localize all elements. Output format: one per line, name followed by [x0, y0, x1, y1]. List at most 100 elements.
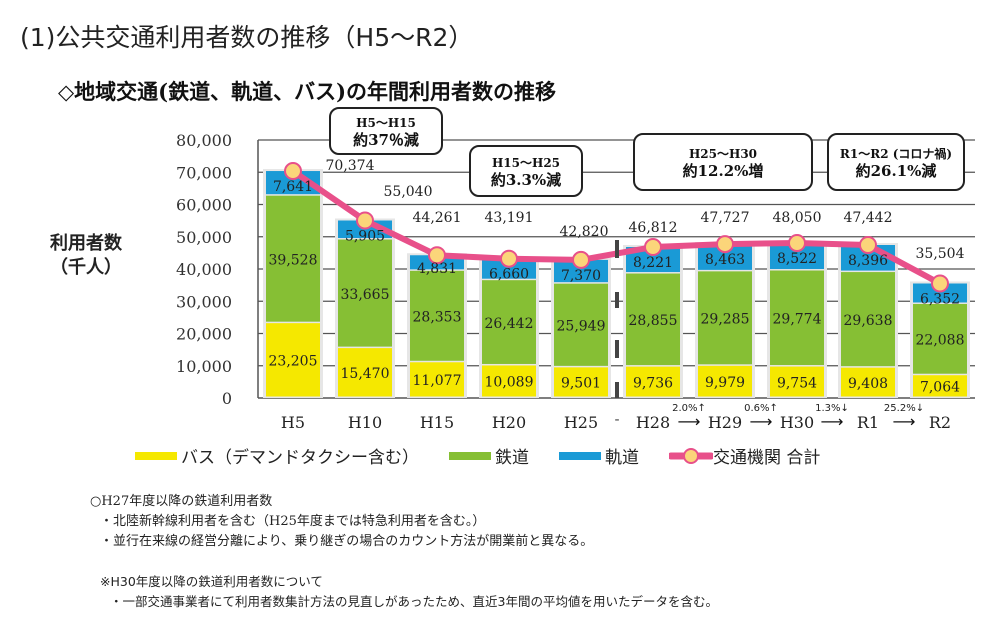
total-marker	[644, 238, 662, 257]
y-tick-label: 50,000	[176, 228, 232, 247]
data-label-bus: 15,470	[341, 366, 390, 382]
x-tick-label: H5	[281, 413, 305, 432]
data-label-tram: 6,660	[489, 267, 529, 283]
legend-swatch-tram	[559, 451, 601, 460]
y-tick-label: 60,000	[176, 196, 232, 215]
data-label-bus: 9,754	[777, 375, 817, 391]
legend: バス（デマンドタクシー含む） 鉄道 軌道 交通機関 合計	[135, 443, 850, 468]
x-tick-label: H30	[780, 413, 814, 432]
annotation-period: H15～H25	[492, 156, 560, 170]
chart-svg: 0 10,000 20,000 30,000 40,000 50,000 60,000 70,…	[176, 107, 975, 432]
notes-title-2: ※H30年度以降の鉄道利用者数について	[100, 574, 323, 589]
bar-segment-bus	[266, 323, 320, 397]
data-label-bus: 7,064	[920, 380, 960, 396]
legend-label-tram: 軌道	[605, 448, 639, 468]
x-tick-label: H28	[636, 413, 670, 432]
x-tick-label: R1	[857, 413, 879, 432]
data-label-tram: 8,522	[777, 251, 817, 267]
data-label-tram: 8,221	[633, 255, 673, 271]
x-tick-label: H15	[420, 413, 454, 432]
annotation-box	[633, 133, 813, 191]
legend-item-rail: 鉄道	[449, 443, 529, 468]
data-label-rail: 33,665	[341, 287, 390, 303]
bar-segment-tram	[482, 258, 536, 279]
data-label-rail: 26,442	[485, 316, 534, 332]
page-heading: (1)公共交通利用者数の推移（H5～R2）	[20, 23, 474, 52]
bar-segment-bus	[626, 366, 680, 397]
data-label-rail: 29,285	[701, 312, 750, 328]
annotation-box	[469, 145, 583, 197]
annotation-period: R1～R2 (コロナ禍)	[840, 146, 952, 161]
annotation-change: 約3.3%減	[491, 171, 561, 189]
transition-arrow-icon: ⟶	[821, 412, 844, 431]
data-label-rail: 28,353	[413, 310, 462, 326]
bar-segment-bus	[841, 367, 895, 397]
y-tick-label: 20,000	[176, 325, 232, 344]
transition-arrow-icon: ⟶	[893, 412, 916, 431]
x-tick-label: H29	[708, 413, 742, 432]
bar-segment-rail	[913, 303, 967, 374]
total-marker	[356, 211, 374, 230]
y-axis-label-line2: （千人）	[50, 257, 122, 278]
data-label-rail: 39,528	[269, 252, 318, 268]
data-label-bus: 11,077	[413, 373, 462, 389]
x-tick-label: R2	[929, 413, 951, 432]
data-label-bus: 9,501	[561, 376, 601, 392]
bar-segment-bus	[698, 365, 752, 397]
data-label-rail: 29,638	[844, 313, 893, 329]
transition-percentage: 2.0%↑	[672, 403, 706, 414]
data-label-bus: 9,736	[633, 375, 673, 391]
data-label-tram: 8,396	[848, 253, 888, 269]
legend-label-total: 交通機関 合計	[713, 448, 821, 468]
data-label-total: 46,812	[629, 220, 678, 236]
bar-segment-bus	[338, 348, 392, 397]
note-item: ・北陸新幹線利用者を含む（H25年度までは特急利用者を含む。）	[100, 514, 486, 529]
bar-segment-rail	[482, 280, 536, 364]
data-label-total: 43,191	[485, 210, 534, 226]
data-label-tram: 6,352	[920, 291, 960, 307]
note-item: ・一部交通事業者にて利用者数集計方法の見直しがあったため、直近3年間の平均値を用…	[110, 594, 718, 609]
bar-segment-rail	[410, 270, 464, 361]
data-label-total: 55,040	[384, 184, 433, 200]
y-tick-label: 40,000	[176, 260, 232, 279]
bar-segment-rail	[698, 271, 752, 365]
annotation-change: 約37％減	[353, 131, 419, 149]
annotation-change: 約26.1%減	[856, 162, 937, 180]
total-marker	[931, 274, 949, 293]
bar-segment-bus	[554, 367, 608, 397]
y-tick-label: 30,000	[176, 292, 232, 311]
data-label-total: 44,261	[413, 210, 462, 226]
data-label-total: 47,442	[844, 210, 893, 226]
total-marker	[428, 246, 446, 265]
transition-percentage: 1.3%↓	[815, 403, 849, 414]
chart-title: ◇地域交通(鉄道、軌道、バス)の年間利用者数の推移	[58, 79, 557, 104]
data-label-total: 35,504	[916, 246, 965, 262]
bar-segment-rail	[338, 239, 392, 347]
data-label-rail: 25,949	[557, 319, 606, 335]
annotation-box	[329, 107, 443, 155]
bar-segment-rail	[841, 272, 895, 367]
data-label-tram: 7,641	[273, 179, 313, 195]
total-marker	[500, 249, 518, 268]
bar-segment-rail	[770, 270, 824, 366]
bar-segment-rail	[626, 273, 680, 366]
transition-percentage: 25.2%↓	[884, 403, 924, 414]
bar-segment-bus	[482, 365, 536, 397]
total-marker	[284, 162, 302, 181]
transition-arrow-icon: ⟶	[750, 412, 773, 431]
y-tick-label: 70,000	[176, 163, 232, 182]
x-tick-label: H20	[492, 413, 526, 432]
notes-section-1: ○H27年度以降の鉄道利用者数 ・北陸新幹線利用者を含む（H25年度までは特急利…	[90, 492, 593, 552]
data-label-total: 70,374	[326, 158, 375, 174]
data-label-bus: 23,205	[269, 354, 318, 370]
legend-item-total: 交通機関 合計	[669, 443, 820, 468]
bar-segment-rail	[554, 283, 608, 366]
data-label-total: 48,050	[773, 210, 822, 226]
legend-item-bus: バス（デマンドタクシー含む）	[135, 443, 419, 468]
legend-swatch-rail	[449, 451, 491, 460]
data-label-bus: 9,408	[848, 376, 888, 392]
data-label-tram: 8,463	[705, 252, 745, 268]
data-label-rail: 28,855	[629, 313, 678, 329]
y-axis-label-line1: 利用者数	[50, 233, 122, 254]
bar-segment-tram	[554, 259, 608, 283]
